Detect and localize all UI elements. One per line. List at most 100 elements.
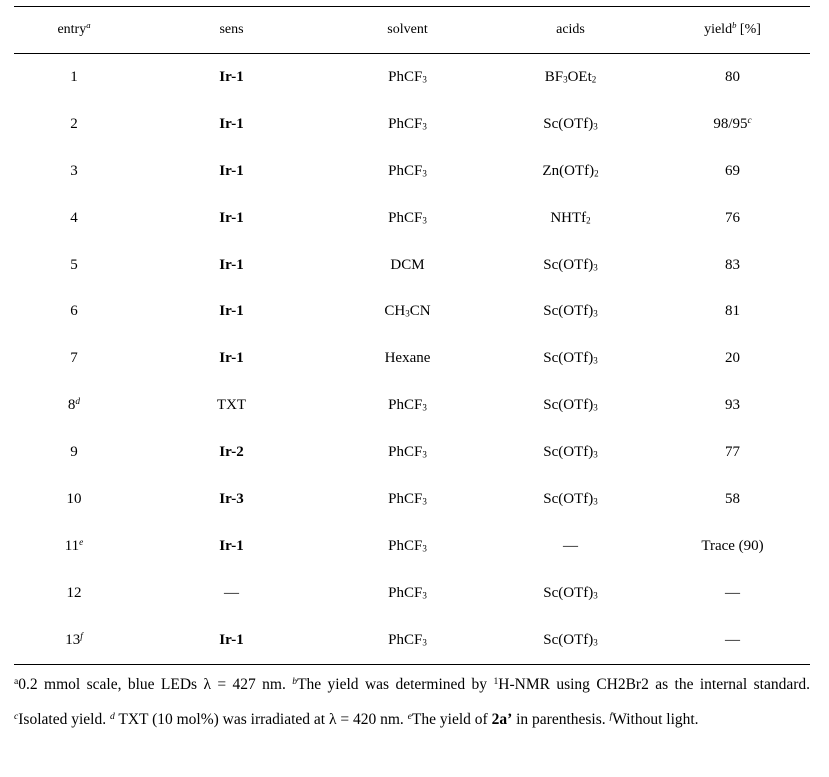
acid-value: Sc(OTf) bbox=[543, 303, 594, 320]
cell-solvent: PhCF3 bbox=[329, 584, 486, 601]
cell-sens: Ir-2 bbox=[134, 445, 329, 460]
table-row: 10 Ir-3 PhCF3 Sc(OTf)3 58 bbox=[14, 476, 810, 523]
header-yield: yieldb [%] bbox=[704, 20, 761, 37]
entry-number: 10 bbox=[66, 490, 82, 507]
cell-entry: 3 bbox=[14, 163, 134, 179]
solvent-subscript: 3 bbox=[422, 590, 427, 601]
acid-value: Sc(OTf) bbox=[543, 631, 594, 648]
solvent-subscript: 3 bbox=[422, 74, 427, 85]
table-header-row: entrya sens solvent acids yieldb [%] bbox=[14, 7, 810, 53]
cell-sens: Ir-1 bbox=[134, 304, 329, 319]
solvent-subscript: 3 bbox=[422, 121, 427, 132]
solvent-tail: CN bbox=[409, 303, 431, 320]
yield-value: — bbox=[725, 631, 740, 648]
sens-value: — bbox=[224, 584, 239, 601]
entry-number: 12 bbox=[66, 584, 82, 601]
solvent-value: DCM bbox=[390, 256, 425, 273]
cell-solvent: PhCF3 bbox=[329, 491, 486, 507]
acid-value: Sc(OTf) bbox=[543, 584, 594, 601]
cell-solvent: CH3CN bbox=[329, 304, 486, 319]
table-footnotes: a0.2 mmol scale, blue LEDs λ = 427 nm. b… bbox=[14, 667, 810, 737]
header-rule bbox=[14, 53, 810, 54]
yield-value: 76 bbox=[725, 209, 740, 226]
cell-solvent: PhCF3 bbox=[329, 210, 486, 226]
cell-acid: Zn(OTf)2 bbox=[486, 162, 655, 179]
footnote-e-compound: 2a’ bbox=[491, 711, 513, 728]
sens-value: Ir-1 bbox=[219, 162, 244, 179]
cell-entry: 2 bbox=[14, 115, 134, 132]
solvent-value: PhCF bbox=[388, 537, 423, 554]
solvent-subscript: 3 bbox=[405, 308, 410, 319]
table-row: 1 Ir-1 PhCF3 BF3OEt2 80 bbox=[14, 54, 810, 101]
cell-acid: Sc(OTf)3 bbox=[486, 304, 655, 319]
cell-sens: Ir-3 bbox=[134, 491, 329, 507]
acid-subscript: 3 bbox=[593, 590, 598, 601]
footnote-b-part2: H-NMR using CH2Br2 as the internal stand… bbox=[498, 676, 810, 693]
cell-entry: 6 bbox=[14, 304, 134, 319]
cell-acid: Sc(OTf)3 bbox=[486, 491, 655, 507]
yield-value: 58 bbox=[725, 490, 740, 507]
table-row: 11e Ir-1 PhCF3 — Trace (90) bbox=[14, 523, 810, 570]
footnote-e-mark: e bbox=[407, 711, 412, 723]
yield-value: 81 bbox=[725, 303, 740, 320]
sens-value: Ir-1 bbox=[219, 350, 244, 367]
header-sens: sens bbox=[219, 22, 244, 37]
cell-solvent: PhCF3 bbox=[329, 116, 486, 132]
footnote-f-mark: f bbox=[609, 711, 613, 723]
table-row: 13f Ir-1 PhCF3 Sc(OTf)3— bbox=[14, 617, 810, 664]
acid-subscript-2: 2 bbox=[591, 74, 597, 85]
table-row: 5 Ir-1 DCM Sc(OTf)3 83 bbox=[14, 242, 810, 289]
entry-footnote-mark: f bbox=[80, 631, 83, 642]
footnote-d: TXT (10 mol%) was irradiated at λ = 420 … bbox=[114, 711, 408, 728]
header-entry: entrya bbox=[57, 20, 91, 37]
cell-yield: 81 bbox=[655, 304, 810, 319]
footnote-d-mark: d bbox=[109, 711, 115, 723]
solvent-value: PhCF bbox=[388, 68, 423, 85]
top-rule bbox=[14, 6, 810, 7]
cell-entry: 13f bbox=[14, 631, 134, 648]
cell-yield: Trace (90) bbox=[655, 537, 810, 554]
cell-acid: — bbox=[486, 537, 655, 554]
cell-yield: 58 bbox=[655, 490, 810, 507]
cell-entry: 12 bbox=[14, 584, 134, 601]
acid-value: Zn(OTf) bbox=[542, 162, 595, 179]
sens-value: Ir-1 bbox=[219, 209, 244, 226]
acid-subscript: 3 bbox=[593, 261, 598, 272]
acid-value: Sc(OTf) bbox=[543, 256, 594, 273]
cell-entry: 5 bbox=[14, 256, 134, 273]
sens-value: Ir-1 bbox=[219, 68, 244, 85]
sens-value: Ir-1 bbox=[219, 303, 244, 320]
cell-solvent: DCM bbox=[329, 256, 486, 273]
sens-value: Ir-1 bbox=[219, 537, 244, 554]
footnote-b-isotope: 1 bbox=[493, 676, 499, 688]
table-row: 7 Ir-1 Hexane Sc(OTf)3 20 bbox=[14, 335, 810, 382]
acid-value: Sc(OTf) bbox=[543, 444, 594, 461]
yield-value: 83 bbox=[725, 256, 740, 273]
cell-yield: — bbox=[655, 631, 810, 648]
yield-value: — bbox=[725, 584, 740, 601]
cell-yield: 20 bbox=[655, 351, 810, 366]
entry-number: 2 bbox=[70, 115, 78, 132]
cell-entry: 1 bbox=[14, 69, 134, 85]
table-row: 2 Ir-1 PhCF3 Sc(OTf)3 98/95c bbox=[14, 101, 810, 148]
cell-acid: NHTf2 bbox=[486, 210, 655, 226]
footnote-e-part1: The yield of bbox=[411, 711, 492, 728]
yield-value: Trace (90) bbox=[701, 537, 764, 554]
acid-subscript: 3 bbox=[593, 121, 598, 132]
cell-sens: Ir-1 bbox=[134, 537, 329, 554]
entry-number: 5 bbox=[70, 256, 78, 273]
entry-number: 11 bbox=[64, 537, 80, 554]
entry-number: 8 bbox=[67, 397, 76, 414]
solvent-value: PhCF bbox=[388, 162, 423, 179]
solvent-value: PhCF bbox=[388, 631, 423, 648]
cell-sens: — bbox=[134, 584, 329, 601]
acid-value: — bbox=[563, 537, 578, 554]
cell-sens: TXT bbox=[134, 398, 329, 413]
solvent-value: PhCF bbox=[388, 584, 423, 601]
cell-entry: 8d bbox=[14, 397, 134, 414]
cell-solvent: PhCF3 bbox=[329, 68, 486, 85]
cell-yield: 69 bbox=[655, 163, 810, 179]
footnote-a: 0.2 mmol scale, blue LEDs λ = 427 nm. bbox=[18, 676, 293, 693]
cell-sens: Ir-1 bbox=[134, 632, 329, 648]
entry-number: 4 bbox=[70, 209, 78, 226]
